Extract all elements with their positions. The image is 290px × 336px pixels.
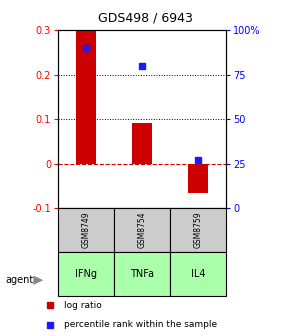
Bar bbox=[114, 208, 170, 252]
Text: GSM8749: GSM8749 bbox=[81, 212, 90, 249]
Text: TNFa: TNFa bbox=[130, 269, 154, 279]
Bar bbox=[132, 123, 152, 164]
Bar bbox=[58, 208, 114, 252]
Text: percentile rank within the sample: percentile rank within the sample bbox=[64, 320, 218, 329]
Text: log ratio: log ratio bbox=[64, 301, 102, 310]
Text: IL4: IL4 bbox=[191, 269, 205, 279]
Bar bbox=[58, 252, 114, 296]
Bar bbox=[170, 252, 226, 296]
Bar bbox=[188, 164, 208, 193]
Polygon shape bbox=[33, 276, 43, 285]
Text: IFNg: IFNg bbox=[75, 269, 97, 279]
Text: agent: agent bbox=[6, 275, 34, 285]
Text: GDS498 / 6943: GDS498 / 6943 bbox=[97, 12, 193, 25]
Bar bbox=[170, 208, 226, 252]
Text: GSM8759: GSM8759 bbox=[194, 212, 203, 249]
Bar bbox=[76, 30, 96, 164]
Bar bbox=[114, 252, 170, 296]
Text: GSM8754: GSM8754 bbox=[137, 212, 147, 249]
